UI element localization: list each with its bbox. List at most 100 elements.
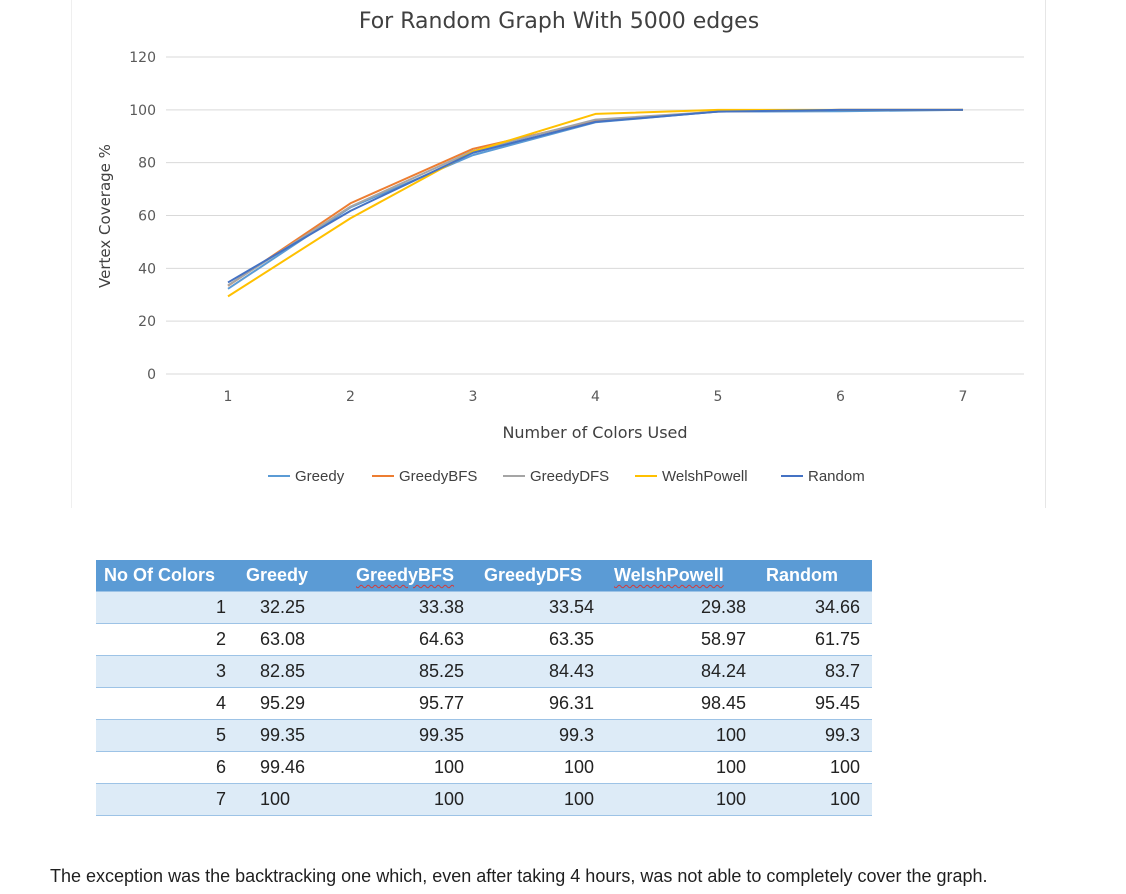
x-tick-label: 2 bbox=[346, 389, 355, 405]
column-header-label: GreedyBFS bbox=[356, 565, 455, 585]
x-tick-label: 3 bbox=[469, 389, 478, 405]
table-cell: 99.46 bbox=[260, 757, 306, 777]
y-tick-label: 40 bbox=[138, 261, 156, 277]
series-line-greedy bbox=[227, 108, 964, 290]
table-row: 1 32.25 33.38 33.54 29.38 34.66 bbox=[96, 591, 872, 624]
y-tick-label: 80 bbox=[138, 156, 156, 172]
column-header: Greedy bbox=[238, 560, 348, 592]
table-cell: 1 bbox=[215, 597, 226, 617]
table-cell: 100 bbox=[563, 789, 594, 809]
table-cell: 100 bbox=[829, 789, 860, 809]
table-cell: 96.31 bbox=[548, 693, 594, 713]
table-cell: 100 bbox=[715, 757, 746, 777]
column-header: GreedyDFS bbox=[476, 560, 606, 592]
legend-item-greedy: Greedy bbox=[268, 468, 345, 485]
table-cell: 100 bbox=[433, 789, 464, 809]
table-row: 5 99.35 99.35 99.3 100 99.3 bbox=[96, 719, 872, 752]
table-cell: 33.54 bbox=[548, 597, 594, 617]
x-tick-label: 6 bbox=[836, 389, 845, 405]
legend: Greedy GreedyBFS GreedyDFS WelshPowell Rando… bbox=[268, 468, 865, 485]
table-cell: 32.25 bbox=[260, 597, 306, 617]
column-header: GreedyBFS bbox=[348, 560, 476, 592]
table-row: 7 100 100 100 100 100 bbox=[96, 783, 872, 816]
column-header-label: No Of Colors bbox=[104, 565, 215, 585]
table-cell: 100 bbox=[715, 789, 746, 809]
x-tick-label: 4 bbox=[591, 389, 600, 405]
table-cell: 100 bbox=[260, 789, 291, 809]
y-axis-label: Vertex Coverage % bbox=[96, 144, 114, 288]
series-line-greedydfs bbox=[227, 108, 963, 287]
table-cell: 84.24 bbox=[700, 661, 746, 681]
table-cell: 100 bbox=[433, 757, 464, 777]
y-axis-ticks: 0 20 40 60 80 100 120 bbox=[129, 50, 156, 383]
table-cell: 82.85 bbox=[260, 661, 306, 681]
column-header: No Of Colors bbox=[96, 560, 238, 592]
x-axis-ticks: 1 2 3 4 5 6 7 bbox=[224, 389, 968, 405]
table-row: 2 63.08 64.63 63.35 58.97 61.75 bbox=[96, 623, 872, 656]
series-line-greedybfs bbox=[227, 108, 963, 287]
table-cell: 2 bbox=[215, 629, 226, 649]
column-header-label: Random bbox=[766, 565, 838, 585]
legend-label: Random bbox=[808, 468, 865, 485]
column-header: Random bbox=[758, 560, 872, 592]
table-cell: 99.3 bbox=[824, 725, 860, 745]
table-cell: 95.45 bbox=[814, 693, 860, 713]
table-cell: 98.45 bbox=[700, 693, 746, 713]
table-cell: 58.97 bbox=[700, 629, 746, 649]
table-cell: 4 bbox=[215, 693, 226, 713]
table-cell: 34.66 bbox=[814, 597, 860, 617]
table-row: 3 82.85 85.25 84.43 84.24 83.7 bbox=[96, 655, 872, 688]
legend-label: WelshPowell bbox=[662, 468, 748, 485]
y-tick-label: 20 bbox=[138, 314, 156, 330]
table-cell: 29.38 bbox=[700, 597, 746, 617]
x-tick-label: 1 bbox=[224, 389, 233, 405]
legend-item-random: Random bbox=[781, 468, 865, 485]
legend-label: GreedyDFS bbox=[530, 468, 609, 485]
table-header-row: No Of Colors Greedy GreedyBFS GreedyDFS Wels… bbox=[96, 560, 872, 592]
column-header-label: Greedy bbox=[246, 565, 309, 585]
column-header-label: GreedyDFS bbox=[484, 565, 583, 585]
x-axis-label: Number of Colors Used bbox=[502, 423, 687, 442]
table-cell: 63.08 bbox=[260, 629, 306, 649]
table-cell: 6 bbox=[215, 757, 226, 777]
table-cell: 100 bbox=[715, 725, 746, 745]
series-lines bbox=[227, 108, 964, 298]
table-cell: 100 bbox=[563, 757, 594, 777]
x-tick-label: 7 bbox=[959, 389, 968, 405]
table-cell: 85.25 bbox=[418, 661, 464, 681]
gridlines bbox=[166, 56, 1024, 375]
table-cell: 100 bbox=[829, 757, 860, 777]
table-cell: 99.35 bbox=[418, 725, 464, 745]
table-cell: 63.35 bbox=[548, 629, 594, 649]
table-cell: 83.7 bbox=[824, 661, 860, 681]
table-cell: 64.63 bbox=[418, 629, 464, 649]
table-row: 4 95.29 95.77 96.31 98.45 95.45 bbox=[96, 687, 872, 720]
series-line-random bbox=[227, 108, 963, 284]
legend-label: Greedy bbox=[295, 468, 345, 485]
y-tick-label: 0 bbox=[147, 367, 156, 383]
legend-item-greedybfs: GreedyBFS bbox=[372, 468, 477, 485]
chart-title: For Random Graph With 5000 edges bbox=[359, 9, 759, 34]
chart-frame bbox=[71, 0, 1046, 508]
table-row: 6 99.46 100 100 100 100 bbox=[96, 751, 872, 784]
data-table: No Of Colors Greedy GreedyBFS GreedyDFS Wels… bbox=[96, 560, 872, 816]
table-cell: 5 bbox=[215, 725, 226, 745]
y-tick-label: 60 bbox=[138, 209, 156, 225]
table-cell: 99.3 bbox=[558, 725, 594, 745]
table-body: 1 32.25 33.38 33.54 29.38 34.66 2 63.08 64.63 63.… bbox=[96, 591, 872, 816]
line-chart: For Random Graph With 5000 edges 0204060… bbox=[96, 9, 1024, 485]
table-cell: 84.43 bbox=[548, 661, 594, 681]
y-tick-label: 100 bbox=[129, 103, 156, 119]
table-cell: 95.77 bbox=[418, 693, 464, 713]
column-header-label: WelshPowell bbox=[614, 565, 724, 585]
x-tick-label: 5 bbox=[714, 389, 723, 405]
table-cell: 99.35 bbox=[260, 725, 306, 745]
legend-label: GreedyBFS bbox=[399, 468, 477, 485]
table-cell: 95.29 bbox=[260, 693, 306, 713]
legend-item-welshpowell: WelshPowell bbox=[635, 468, 748, 485]
table-cell: 61.75 bbox=[814, 629, 860, 649]
y-tick-label: 120 bbox=[129, 50, 156, 66]
table-cell: 3 bbox=[215, 661, 226, 681]
legend-item-greedydfs: GreedyDFS bbox=[503, 468, 609, 485]
column-header: WelshPowell bbox=[606, 560, 758, 592]
